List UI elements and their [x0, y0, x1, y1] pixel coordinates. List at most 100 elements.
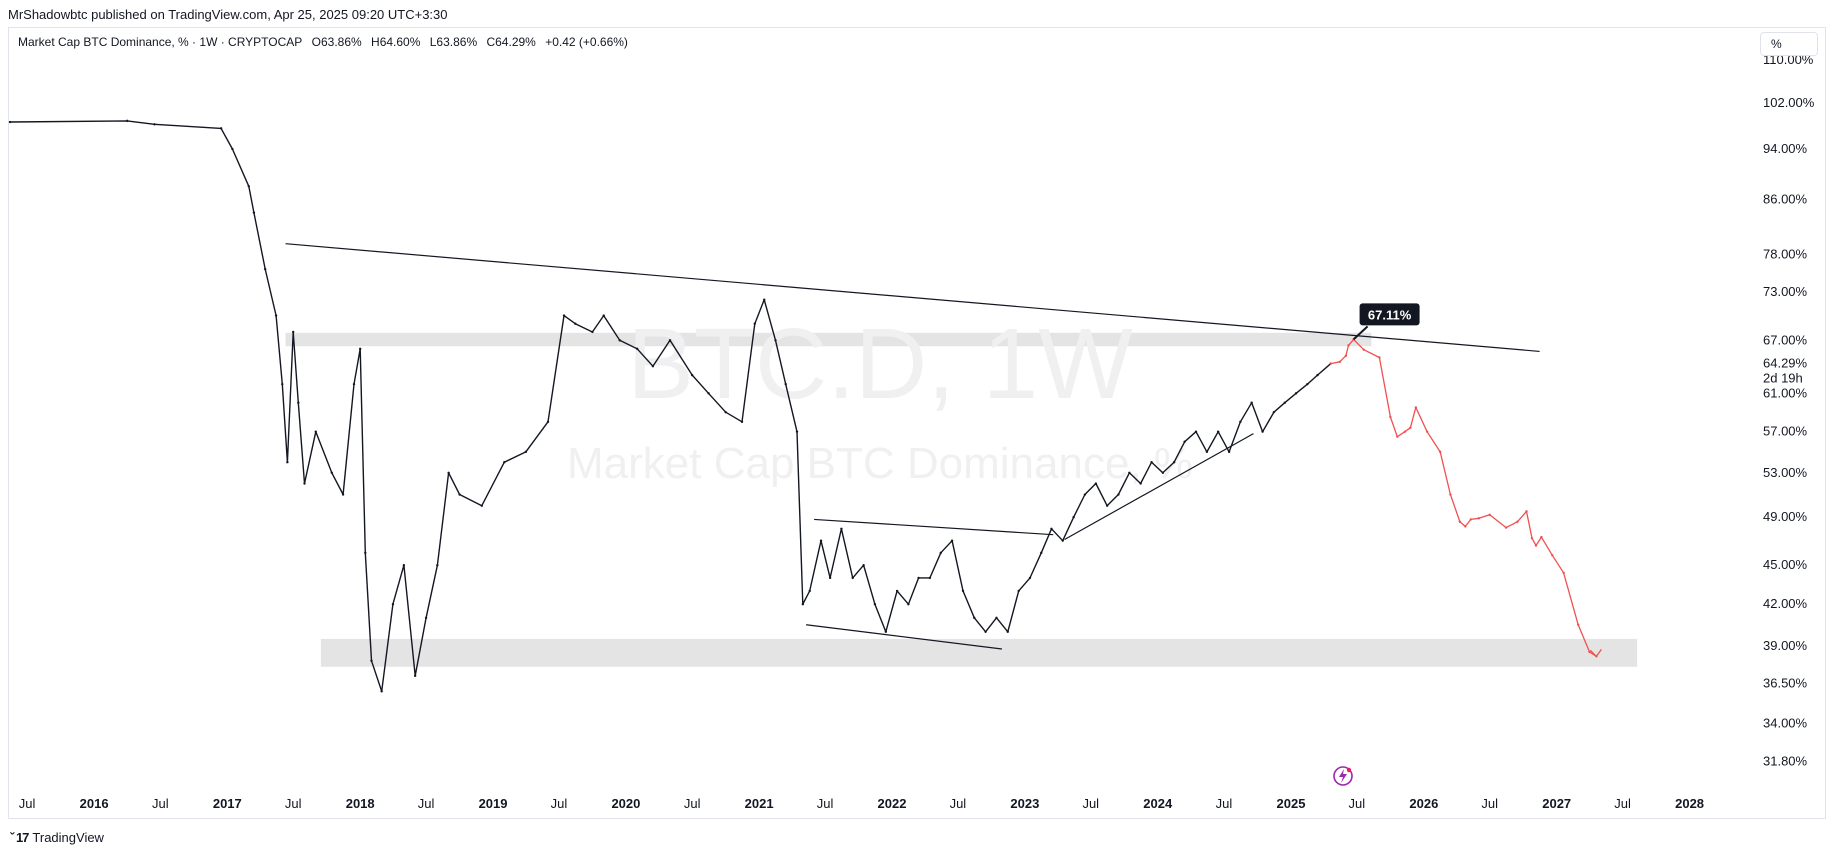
x-tick-label: 2020	[611, 796, 640, 811]
price-point-8	[274, 314, 278, 317]
price-point-16	[341, 493, 345, 496]
flash-icon[interactable]	[1333, 766, 1353, 786]
y-tick-label: 57.00%	[1763, 424, 1808, 439]
y-tick-label: 39.00%	[1763, 638, 1808, 653]
y-tick-label: 73.00%	[1763, 284, 1808, 299]
trendline-1[interactable]	[814, 518, 1054, 536]
watermark-name: Market Cap BTC Dominance, %	[567, 439, 1193, 488]
price-point-17	[352, 382, 356, 386]
x-tick-label: Jul	[684, 796, 701, 811]
price-point-87	[1205, 450, 1209, 454]
projection-line[interactable]	[1330, 338, 1597, 657]
x-tick-label: Jul	[551, 796, 568, 811]
x-tick-label: Jul	[1216, 796, 1233, 811]
price-point-35	[591, 330, 594, 334]
y-tick-label: 49.00%	[1763, 509, 1808, 524]
price-point-82	[1150, 461, 1153, 464]
projection-point-6	[1378, 356, 1381, 359]
price-point-67	[984, 630, 987, 633]
price-point-64	[950, 539, 954, 542]
projection-point-29	[1588, 650, 1591, 654]
x-tick-label: Jul	[1082, 796, 1099, 811]
chart-legend: Market Cap BTC Dominance, % · 1W · CRYPT…	[18, 35, 634, 49]
price-point-55	[851, 576, 854, 580]
zone-1[interactable]	[320, 638, 1638, 667]
x-tick-label: Jul	[1481, 796, 1498, 811]
projection-arrow-icon	[1589, 648, 1602, 658]
price-point-13	[303, 482, 306, 485]
x-tick-label: 2022	[878, 796, 907, 811]
price-point-47	[774, 339, 777, 342]
price-point-32	[546, 420, 550, 424]
x-tick-label: 2023	[1010, 796, 1039, 811]
price-point-70	[1017, 589, 1020, 593]
publish-line: MrShadowbtc published on TradingView.com…	[8, 7, 448, 22]
price-point-20	[370, 659, 373, 662]
price-point-61	[917, 576, 920, 580]
y-tick-label: 94.00%	[1763, 141, 1808, 156]
projection-point-21	[1516, 520, 1519, 523]
price-point-45	[753, 322, 756, 325]
projection-point-23	[1530, 537, 1534, 540]
price-point-5	[247, 185, 250, 188]
projection-point-24	[1534, 544, 1538, 547]
watermark: BTC.D, 1W Market Cap BTC Dominance, %	[567, 308, 1193, 488]
price-point-57	[873, 603, 877, 606]
price-label-box[interactable]	[1359, 303, 1420, 326]
price-point-84	[1172, 461, 1176, 464]
price-point-92	[1261, 430, 1264, 433]
price-point-73	[1050, 527, 1053, 530]
price-point-51	[808, 589, 811, 593]
price-point-3	[219, 127, 223, 130]
price-point-77	[1094, 482, 1098, 485]
projection-point-16	[1464, 525, 1467, 528]
projection-point-25	[1540, 535, 1543, 539]
trendline-0[interactable]	[285, 243, 1540, 353]
y-tick-label: 61.00%	[1763, 385, 1808, 400]
projection-point-9	[1403, 430, 1407, 433]
price-point-89	[1227, 450, 1231, 454]
legend-close: C64.29%	[486, 35, 536, 49]
watermark-symbol: BTC.D, 1W	[627, 308, 1133, 420]
price-point-4	[231, 147, 234, 151]
y-tick-label: 53.00%	[1763, 465, 1808, 480]
projection-point-15	[1458, 520, 1462, 523]
price-point-2	[153, 123, 156, 126]
x-tick-label: 2017	[213, 796, 242, 811]
series	[8, 119, 1598, 693]
price-point-44	[740, 420, 744, 424]
x-tick-label: Jul	[817, 796, 834, 811]
projection-point-11	[1414, 406, 1418, 409]
chart-frame	[8, 27, 1826, 819]
percent-scale-button[interactable]: %	[1760, 32, 1818, 56]
price-point-86	[1194, 430, 1198, 433]
projection-point-10	[1409, 426, 1412, 429]
price-point-15	[330, 471, 333, 474]
price-point-41	[690, 373, 694, 377]
x-tick-label: Jul	[1614, 796, 1631, 811]
price-label-pointer	[1352, 325, 1369, 341]
price-point-72	[1040, 551, 1043, 555]
trendline-3[interactable]	[1064, 433, 1254, 540]
price-point-78	[1105, 504, 1109, 507]
price-point-76	[1083, 493, 1087, 496]
price-point-39	[651, 365, 655, 368]
price-point-12	[297, 401, 300, 404]
price-point-69	[1006, 630, 1009, 633]
price-point-31	[524, 450, 528, 454]
price-point-94	[1283, 401, 1286, 404]
price-point-53	[828, 576, 832, 580]
zone-0[interactable]	[285, 332, 1372, 347]
price-point-50	[801, 603, 805, 606]
price-point-63	[939, 551, 942, 555]
price-point-0	[8, 120, 12, 124]
trendline-2[interactable]	[806, 624, 1003, 650]
price-point-96	[1306, 382, 1309, 386]
price-point-43	[724, 410, 727, 414]
y-tick-label: 64.29%	[1763, 356, 1808, 371]
y-tick-label: 36.50%	[1763, 676, 1808, 691]
projection-point-26	[1551, 554, 1554, 557]
price-point-46	[763, 298, 766, 301]
price-point-90	[1239, 420, 1242, 424]
